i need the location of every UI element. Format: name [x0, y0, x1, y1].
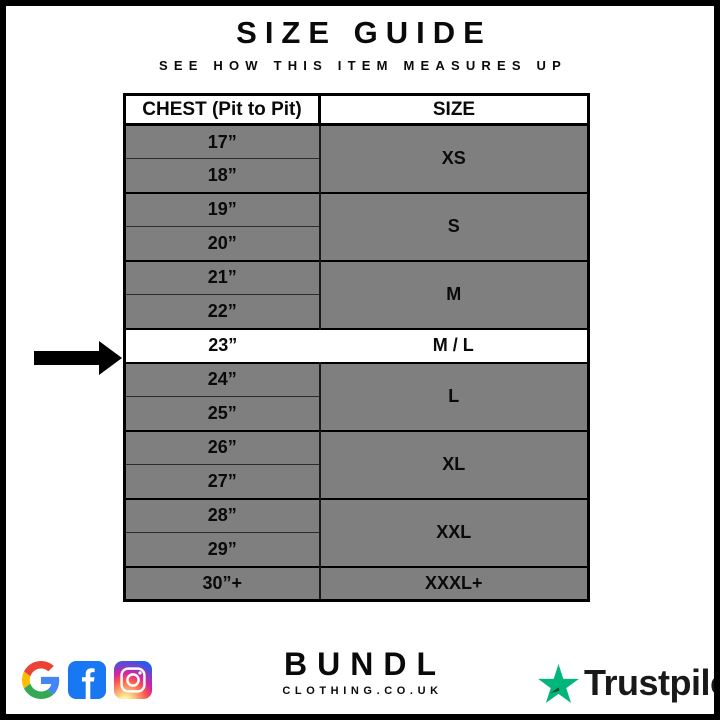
size-table: CHEST (Pit to Pit) SIZE 17” XS 18” 19” S…	[123, 93, 590, 602]
measurement-cell: 21”	[124, 259, 321, 295]
size-cell: M	[319, 259, 589, 329]
page-title: SIZE GUIDE	[236, 15, 492, 50]
size-cell: L	[319, 361, 589, 431]
measurement-cell: 28”	[124, 497, 321, 533]
social-icons	[22, 661, 152, 699]
table-row: 20”	[124, 226, 589, 261]
table-row: 28” XXL	[124, 497, 589, 567]
brand-tagline: CLOTHING.CO.UK	[282, 685, 443, 697]
measurement-cell: 18”	[124, 158, 321, 193]
measurement-cell: 17”	[124, 123, 321, 159]
trustpilot-label: Trustpilot	[584, 662, 714, 703]
size-table-container: CHEST (Pit to Pit) SIZE 17” XS 18” 19” S…	[34, 93, 590, 602]
measurement-cell: 26”	[124, 429, 321, 465]
table-row: 24” L	[124, 361, 589, 431]
table-row: 27”	[124, 464, 589, 499]
table-row: 19” S	[124, 191, 589, 261]
highlighted-table-row: 23” M / L	[124, 327, 589, 363]
instagram-icon	[114, 661, 152, 699]
column-header-chest: CHEST (Pit to Pit)	[124, 94, 320, 126]
measurement-cell: 19”	[124, 191, 321, 227]
measurement-cell: 20”	[124, 226, 321, 261]
table-row: 29”	[124, 532, 589, 567]
table-row: 26” XL	[124, 429, 589, 499]
page-subtitle: SEE HOW THIS ITEM MEASURES UP	[158, 58, 568, 73]
size-cell: S	[319, 191, 589, 261]
measurement-cell: 30”+	[124, 565, 321, 601]
table-row: 21” M	[124, 259, 589, 329]
measurement-cell: 23”	[124, 327, 320, 363]
google-icon	[22, 661, 60, 699]
size-cell: XXXL+	[319, 565, 589, 601]
brand-logo: BUNDL CLOTHING.CO.UK	[6, 646, 714, 697]
measurement-cell: 24”	[124, 361, 321, 397]
measurement-cell: 22”	[124, 294, 321, 329]
table-row: 22”	[124, 294, 589, 329]
size-cell: XS	[319, 123, 589, 193]
measurement-cell: 29”	[124, 532, 321, 567]
trustpilot-logo: Trustpilot	[538, 662, 714, 704]
column-header-size: SIZE	[318, 94, 589, 126]
size-cell: XL	[319, 429, 589, 499]
table-row: 17” XS	[124, 123, 589, 193]
table-row: 18”	[124, 158, 589, 193]
table-row: 25”	[124, 396, 589, 431]
size-cell: XXL	[319, 497, 589, 567]
measurement-cell: 27”	[124, 464, 321, 499]
facebook-icon	[68, 661, 106, 699]
table-row: 30”+ XXXL+	[124, 565, 589, 601]
row-pointer-arrow-icon	[34, 341, 122, 375]
measurement-cell: 25”	[124, 396, 321, 431]
size-cell: M / L	[319, 327, 589, 363]
brand-name: BUNDL	[284, 646, 446, 682]
table-header-row: CHEST (Pit to Pit) SIZE	[124, 94, 589, 126]
trustpilot-star-icon	[538, 663, 579, 703]
